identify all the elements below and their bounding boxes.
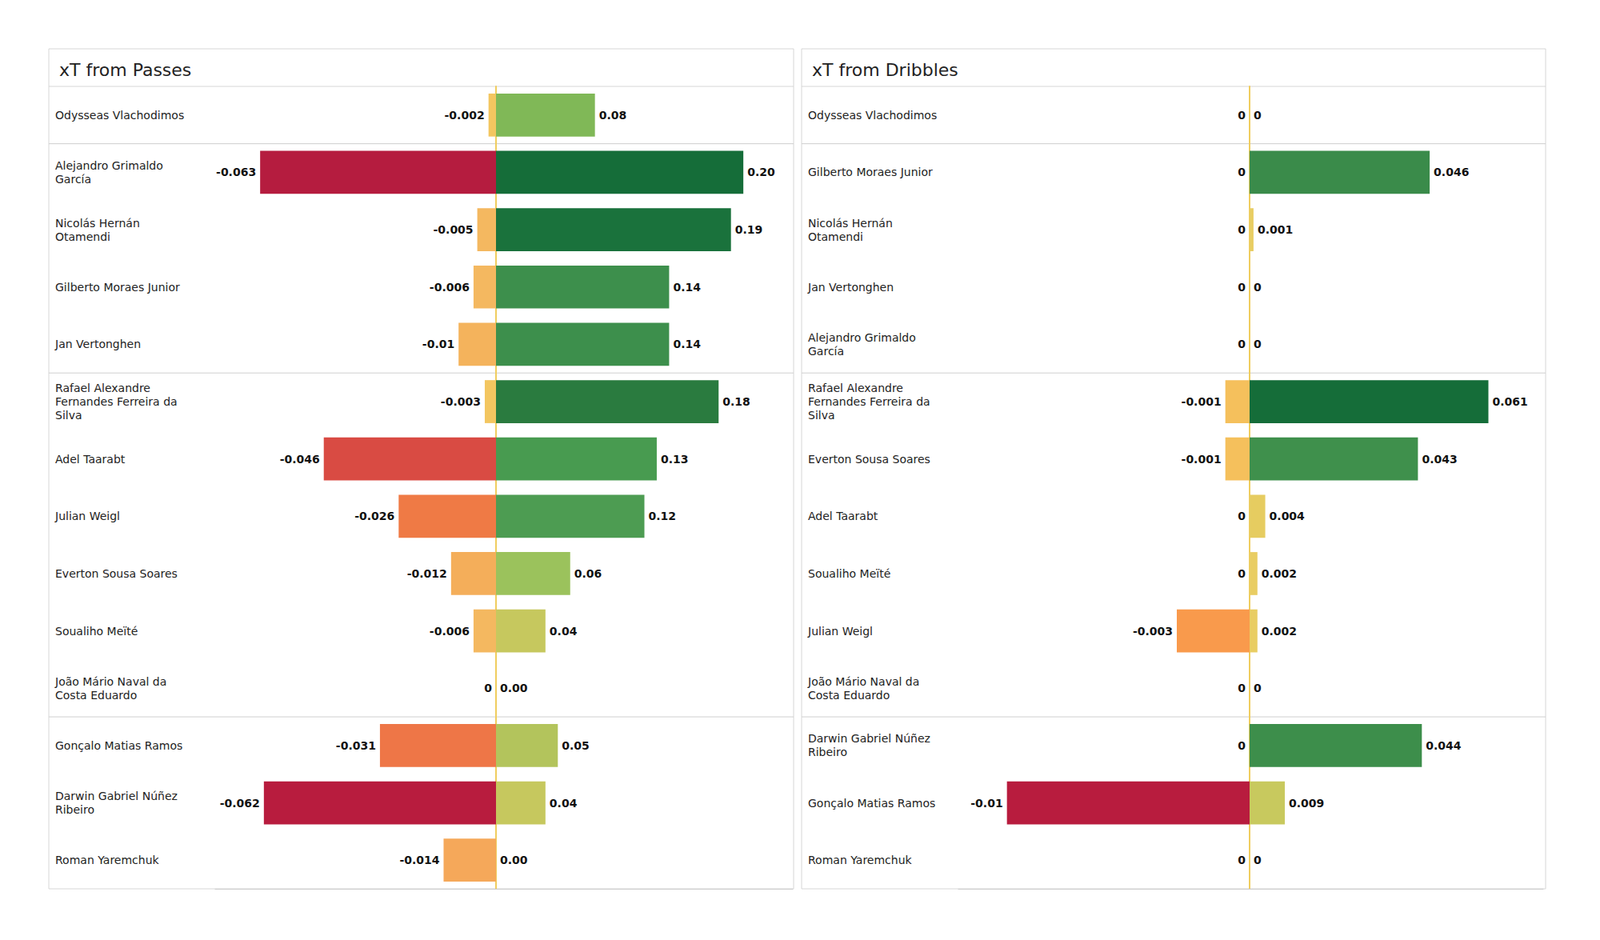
svg-text:0.001: 0.001 bbox=[1257, 223, 1293, 236]
svg-text:García: García bbox=[55, 172, 92, 186]
svg-text:0.061: 0.061 bbox=[1492, 395, 1528, 408]
svg-text:-0.01: -0.01 bbox=[970, 796, 1003, 810]
svg-text:-0.001: -0.001 bbox=[1181, 452, 1222, 466]
svg-text:Roman Yaremchuk: Roman Yaremchuk bbox=[808, 853, 913, 867]
svg-text:0: 0 bbox=[1237, 337, 1246, 351]
svg-text:0.04: 0.04 bbox=[549, 796, 578, 810]
svg-text:Everton Sousa Soares: Everton Sousa Soares bbox=[808, 452, 931, 466]
svg-text:Costa Eduardo: Costa Eduardo bbox=[808, 688, 890, 702]
svg-text:0: 0 bbox=[1253, 337, 1262, 351]
svg-text:0: 0 bbox=[1253, 108, 1262, 122]
svg-text:0: 0 bbox=[484, 681, 492, 695]
svg-text:João Mário Naval da: João Mário Naval da bbox=[54, 675, 171, 688]
svg-text:0.002: 0.002 bbox=[1261, 624, 1297, 638]
svg-text:Darwin Gabriel Núñez: Darwin Gabriel Núñez bbox=[808, 732, 934, 745]
svg-text:-0.062: -0.062 bbox=[220, 796, 260, 810]
svg-text:0: 0 bbox=[1253, 681, 1262, 695]
svg-text:Gonçalo Matias Ramos: Gonçalo Matias Ramos bbox=[55, 739, 183, 752]
svg-text:Adel Taarabt: Adel Taarabt bbox=[808, 509, 879, 523]
svg-text:Roman Yaremchuk: Roman Yaremchuk bbox=[55, 853, 160, 867]
svg-text:Jan Vertonghen: Jan Vertonghen bbox=[54, 337, 141, 351]
svg-text:-0.002: -0.002 bbox=[444, 108, 485, 122]
svg-text:Adel Taarabt: Adel Taarabt bbox=[55, 452, 126, 466]
svg-text:Julian Weigl: Julian Weigl bbox=[54, 509, 120, 523]
svg-text:0.12: 0.12 bbox=[648, 509, 677, 523]
svg-text:Odysseas Vlachodimos: Odysseas Vlachodimos bbox=[808, 108, 937, 122]
svg-text:0: 0 bbox=[1237, 567, 1246, 580]
svg-text:xT from Dribbles: xT from Dribbles bbox=[812, 60, 959, 80]
svg-text:Fernandes Ferreira da: Fernandes Ferreira da bbox=[55, 395, 181, 408]
svg-text:0.044: 0.044 bbox=[1425, 739, 1462, 752]
svg-text:-0.005: -0.005 bbox=[433, 223, 474, 236]
svg-text:0.19: 0.19 bbox=[735, 223, 764, 236]
svg-text:Alejandro Grimaldo: Alejandro Grimaldo bbox=[55, 159, 167, 172]
svg-text:0: 0 bbox=[1237, 108, 1246, 122]
svg-text:-0.031: -0.031 bbox=[336, 739, 376, 752]
svg-text:Gilberto Moraes Junior: Gilberto Moraes Junior bbox=[55, 280, 180, 294]
svg-text:0.00: 0.00 bbox=[500, 681, 528, 695]
svg-text:xT from Passes: xT from Passes bbox=[59, 60, 192, 80]
svg-text:0: 0 bbox=[1237, 853, 1246, 867]
svg-text:0.20: 0.20 bbox=[747, 165, 776, 179]
svg-text:João Mário Naval da: João Mário Naval da bbox=[807, 675, 924, 688]
svg-text:-0.006: -0.006 bbox=[429, 280, 470, 294]
svg-text:0.04: 0.04 bbox=[549, 624, 578, 638]
svg-text:Rafael Alexandre: Rafael Alexandre bbox=[808, 381, 907, 395]
svg-text:Gilberto Moraes Junior: Gilberto Moraes Junior bbox=[808, 165, 933, 179]
svg-text:0.046: 0.046 bbox=[1433, 165, 1469, 179]
svg-text:-0.006: -0.006 bbox=[429, 624, 470, 638]
svg-text:0.043: 0.043 bbox=[1421, 452, 1457, 466]
svg-text:0: 0 bbox=[1237, 223, 1246, 236]
svg-text:Otamendi: Otamendi bbox=[55, 230, 111, 244]
svg-text:Odysseas Vlachodimos: Odysseas Vlachodimos bbox=[55, 108, 184, 122]
svg-text:-0.046: -0.046 bbox=[280, 452, 320, 466]
svg-text:Alejandro Grimaldo: Alejandro Grimaldo bbox=[808, 331, 920, 344]
svg-text:Nicolás Hernán: Nicolás Hernán bbox=[808, 216, 896, 230]
svg-text:0: 0 bbox=[1237, 280, 1246, 294]
svg-text:Costa Eduardo: Costa Eduardo bbox=[55, 688, 137, 702]
svg-text:0: 0 bbox=[1253, 853, 1262, 867]
svg-text:0: 0 bbox=[1253, 280, 1262, 294]
svg-text:0: 0 bbox=[1237, 681, 1246, 695]
svg-text:-0.003: -0.003 bbox=[440, 395, 481, 408]
svg-text:0.13: 0.13 bbox=[660, 452, 689, 466]
svg-text:Silva: Silva bbox=[55, 408, 83, 422]
svg-text:0: 0 bbox=[1237, 509, 1246, 523]
svg-text:0.06: 0.06 bbox=[574, 567, 603, 580]
svg-text:-0.014: -0.014 bbox=[399, 853, 440, 867]
svg-text:0.05: 0.05 bbox=[561, 739, 590, 752]
svg-text:Ribeiro: Ribeiro bbox=[808, 745, 848, 759]
svg-text:Otamendi: Otamendi bbox=[808, 230, 864, 244]
svg-text:Everton Sousa Soares: Everton Sousa Soares bbox=[55, 567, 178, 580]
svg-text:Julian Weigl: Julian Weigl bbox=[807, 624, 873, 638]
svg-text:-0.01: -0.01 bbox=[422, 337, 455, 351]
svg-text:0.00: 0.00 bbox=[500, 853, 528, 867]
svg-text:-0.026: -0.026 bbox=[354, 509, 395, 523]
svg-text:0: 0 bbox=[1237, 739, 1246, 752]
svg-text:García: García bbox=[808, 344, 844, 358]
svg-text:Darwin Gabriel Núñez: Darwin Gabriel Núñez bbox=[55, 789, 181, 803]
svg-text:Jan Vertonghen: Jan Vertonghen bbox=[807, 280, 894, 294]
svg-text:Soualiho Meïté: Soualiho Meïté bbox=[808, 567, 891, 580]
svg-text:0: 0 bbox=[1237, 165, 1246, 179]
svg-text:Rafael Alexandre: Rafael Alexandre bbox=[55, 381, 154, 395]
svg-text:0.18: 0.18 bbox=[722, 395, 751, 408]
svg-text:-0.001: -0.001 bbox=[1181, 395, 1222, 408]
svg-text:Silva: Silva bbox=[808, 408, 836, 422]
svg-text:Nicolás Hernán: Nicolás Hernán bbox=[55, 216, 144, 230]
svg-text:Gonçalo Matias Ramos: Gonçalo Matias Ramos bbox=[808, 796, 936, 810]
svg-text:0.009: 0.009 bbox=[1288, 796, 1324, 810]
svg-text:Ribeiro: Ribeiro bbox=[55, 803, 95, 816]
svg-text:0.14: 0.14 bbox=[672, 280, 701, 294]
svg-text:-0.003: -0.003 bbox=[1132, 624, 1173, 638]
svg-text:0.08: 0.08 bbox=[599, 108, 628, 122]
svg-text:-0.012: -0.012 bbox=[407, 567, 448, 580]
svg-text:0.004: 0.004 bbox=[1269, 509, 1306, 523]
svg-text:0.14: 0.14 bbox=[672, 337, 701, 351]
svg-text:0.002: 0.002 bbox=[1261, 567, 1297, 580]
svg-text:Soualiho Meïté: Soualiho Meïté bbox=[55, 624, 138, 638]
svg-text:-0.063: -0.063 bbox=[216, 165, 256, 179]
svg-text:Fernandes Ferreira da: Fernandes Ferreira da bbox=[808, 395, 934, 408]
